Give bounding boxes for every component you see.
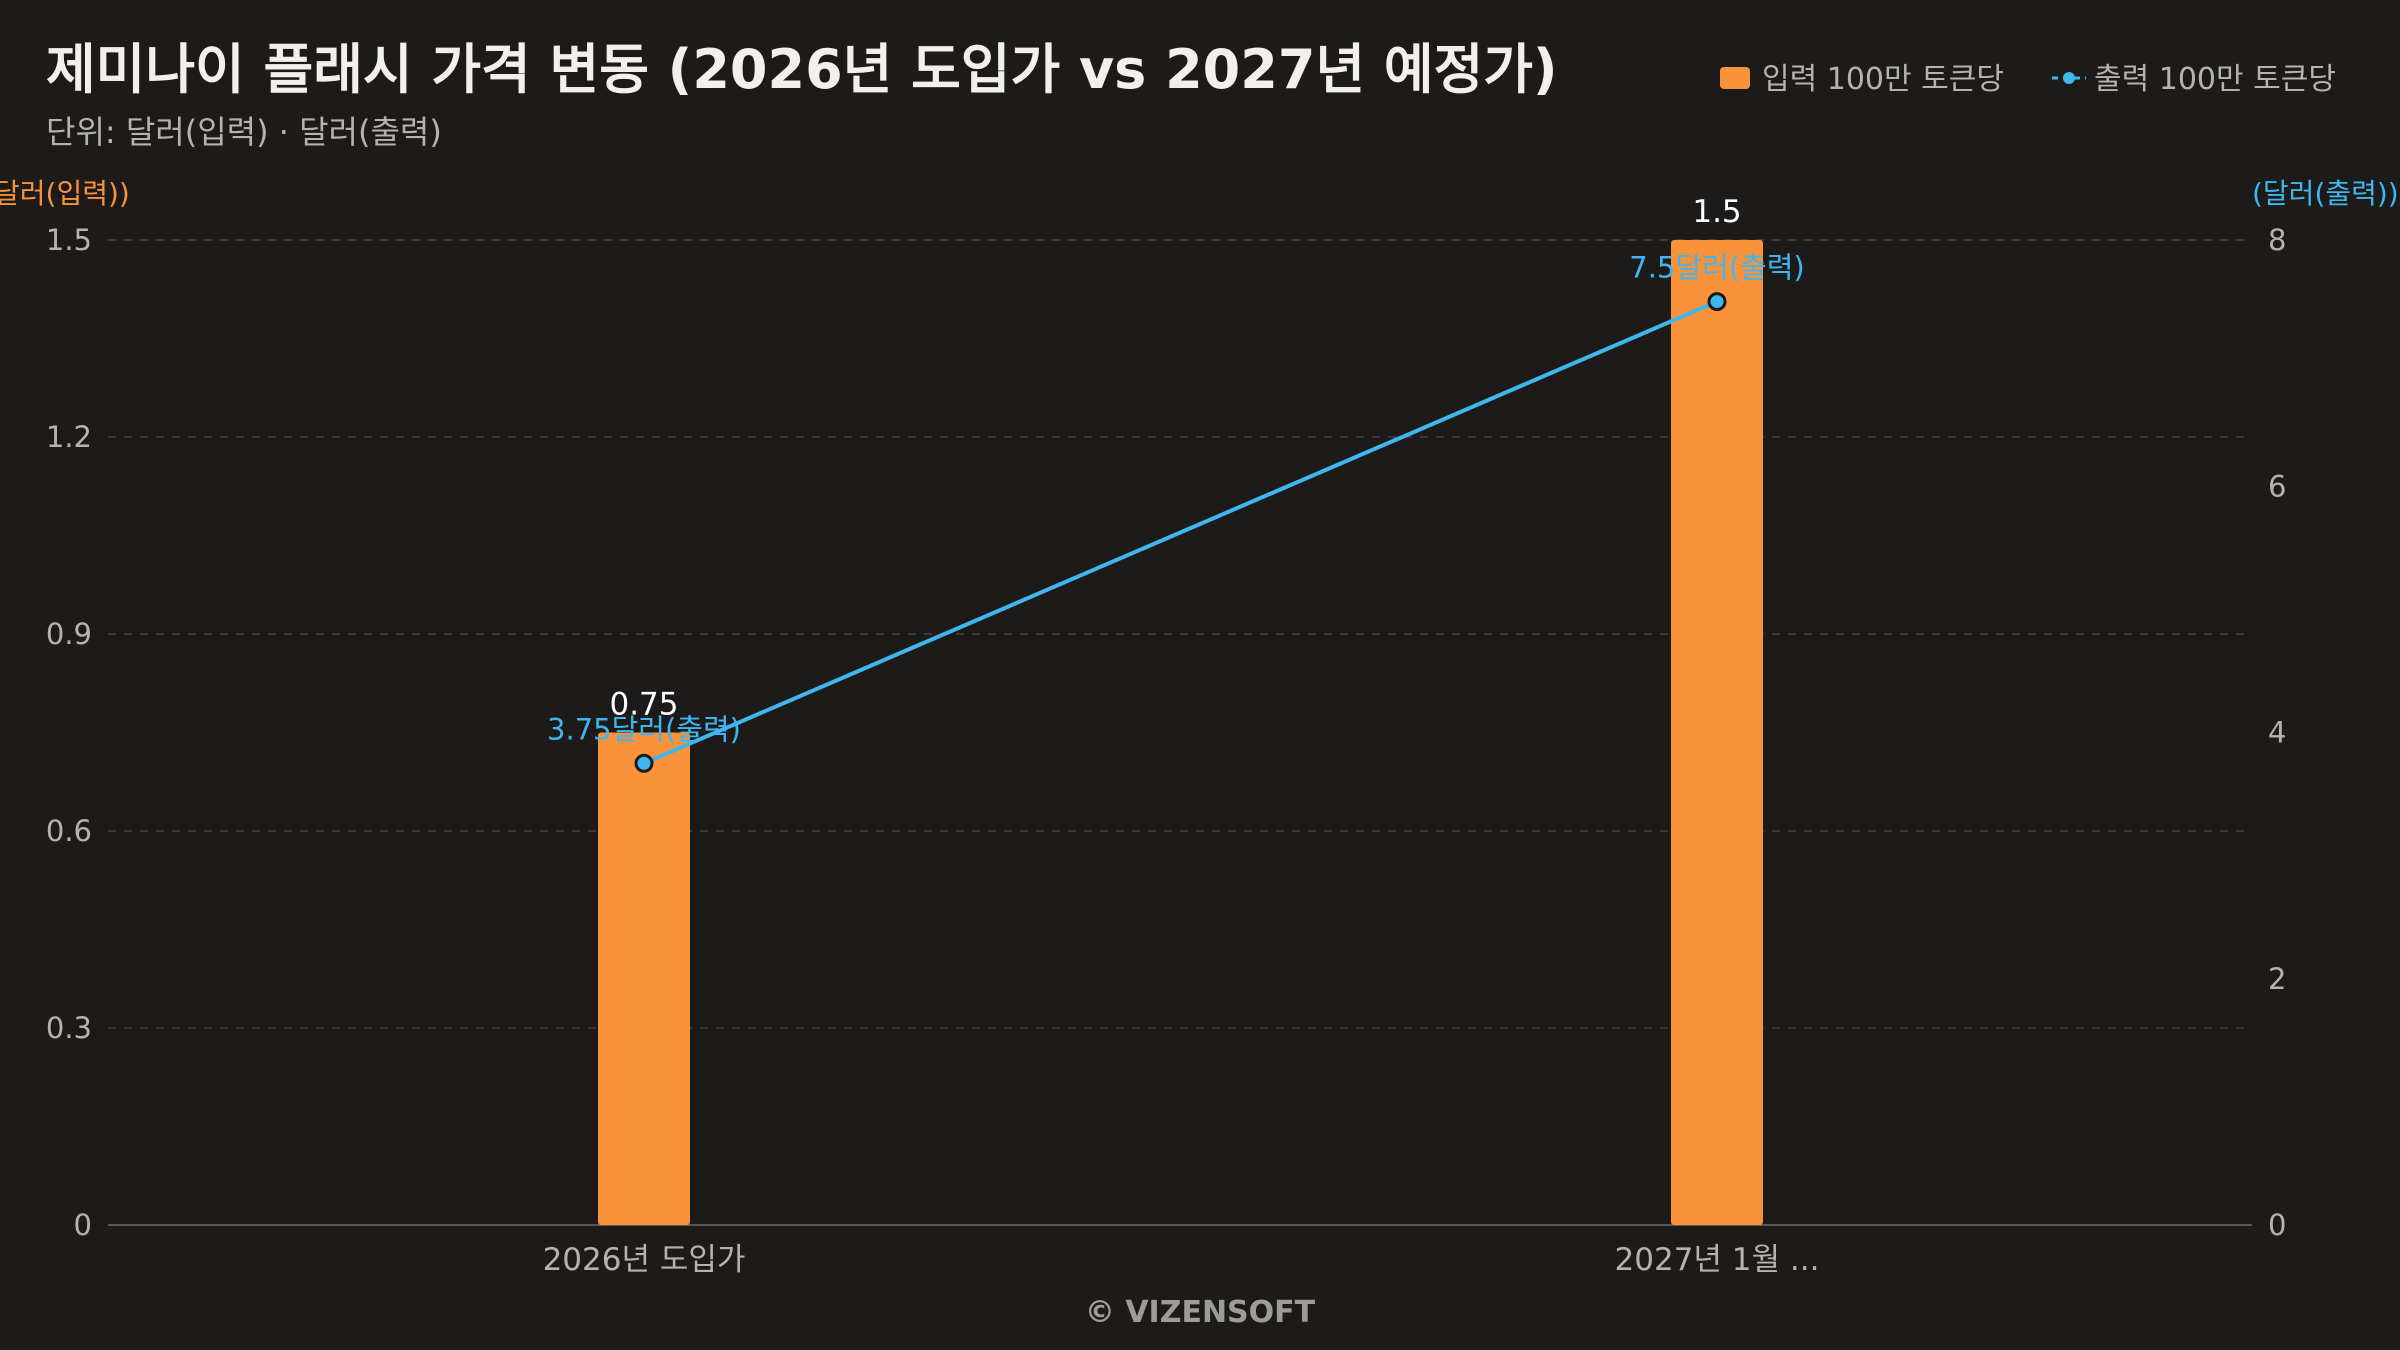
bar xyxy=(598,732,690,1225)
data-labels: 0.75 1.5 3.75달러(출력) 7.5달러(출력) xyxy=(547,194,1805,746)
chart-title: 제미나이 플래시 가격 변동 (2026년 도입가 vs 2027년 예정가) xyxy=(46,38,1558,101)
bars xyxy=(598,240,1763,1225)
line-series xyxy=(634,292,1727,773)
left-tick-label: 0.3 xyxy=(46,1011,92,1045)
legend: 입력 100만 토큰당 출력 100만 토큰당 xyxy=(1720,62,2336,97)
bar xyxy=(1671,240,1763,1225)
left-tick-label: 0.9 xyxy=(46,617,92,651)
x-tick-label: 2027년 1월 ... xyxy=(1615,1242,1820,1278)
line-point xyxy=(1707,292,1727,312)
left-tick-label: 0.6 xyxy=(46,814,92,848)
right-tick-label: 0 xyxy=(2268,1208,2286,1242)
bar-value-label: 1.5 xyxy=(1692,194,1741,230)
x-axis-ticks: 2026년 도입가 2027년 1월 ... xyxy=(543,1242,1820,1278)
legend-line-label: 출력 100만 토큰당 xyxy=(2094,62,2336,97)
output-line xyxy=(643,299,1718,766)
right-tick-label: 8 xyxy=(2268,223,2286,257)
legend-line-marker xyxy=(2063,72,2075,84)
watermark: © VIZENSOFT xyxy=(1085,1295,1316,1330)
right-tick-label: 2 xyxy=(2268,962,2286,996)
legend-bar-swatch xyxy=(1720,67,1750,89)
right-tick-label: 4 xyxy=(2268,716,2286,750)
line-value-label: 7.5달러(출력) xyxy=(1629,251,1804,285)
left-tick-label: 1.5 xyxy=(46,223,92,257)
left-tick-label: 0 xyxy=(74,1208,92,1242)
right-axis-title: (달러(출력)) xyxy=(2252,177,2399,210)
left-axis-ticks: 0 0.3 0.6 0.9 1.2 1.5 xyxy=(46,223,92,1242)
legend-bar-label: 입력 100만 토큰당 xyxy=(1762,62,2004,97)
line-value-label: 3.75달러(출력) xyxy=(547,712,741,746)
line-point xyxy=(634,753,654,773)
x-tick-label: 2026년 도입가 xyxy=(543,1242,746,1278)
grid xyxy=(108,239,2252,1029)
left-axis-title: 달러(입력)) xyxy=(0,177,130,210)
right-axis-ticks: 0 2 4 6 8 xyxy=(2268,223,2286,1242)
bar-value-label: 0.75 xyxy=(609,687,678,723)
left-tick-label: 1.2 xyxy=(46,420,92,454)
right-tick-label: 6 xyxy=(2268,469,2286,503)
chart-subtitle: 단위: 달러(입력) · 달러(출력) xyxy=(46,113,442,151)
